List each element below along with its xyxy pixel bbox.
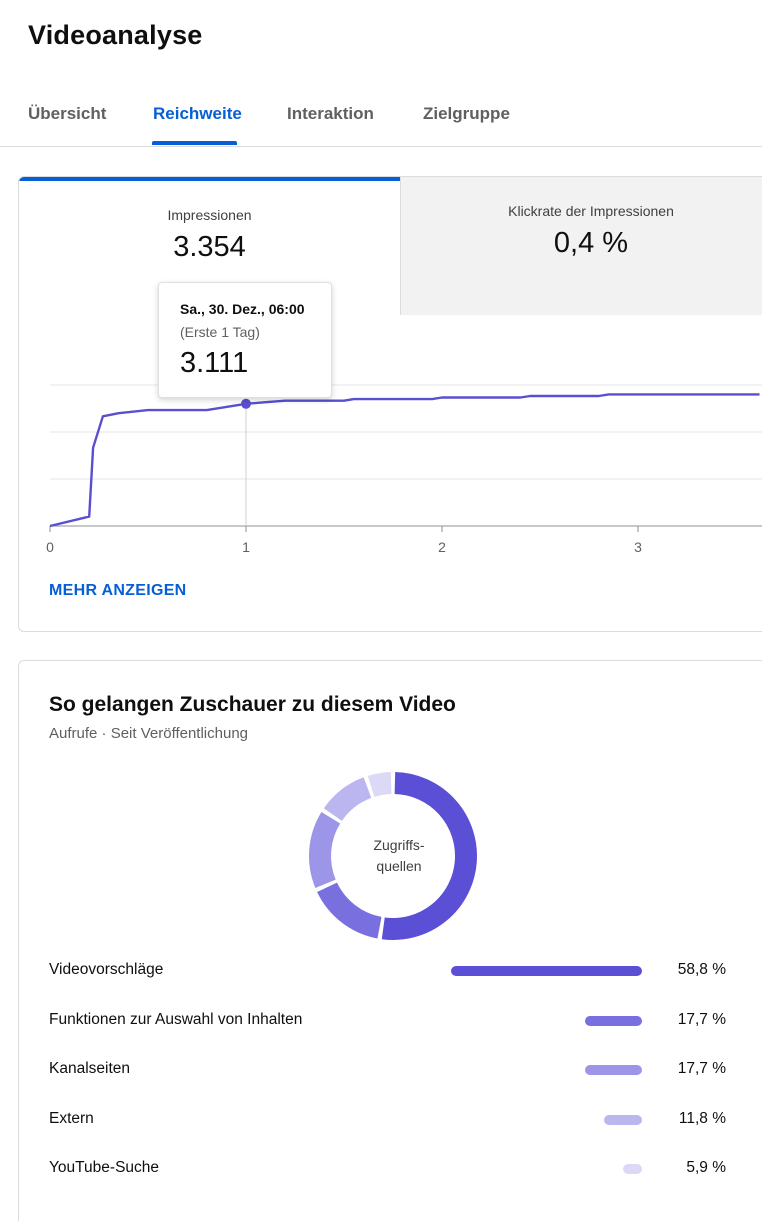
tab-engagement[interactable]: Interaktion bbox=[287, 104, 374, 123]
traffic-sources-card: So gelangen Zuschauer zu diesem Video Au… bbox=[18, 660, 762, 1221]
traffic-source-label: Videovorschläge bbox=[49, 961, 164, 978]
page-title: Videoanalyse bbox=[28, 20, 203, 50]
x-tick-label: 3 bbox=[634, 539, 642, 555]
donut-slice bbox=[323, 777, 372, 822]
traffic-source-row[interactable]: Extern 11,8 % bbox=[49, 1108, 739, 1134]
x-tick-label: 1 bbox=[242, 539, 250, 555]
donut-slice bbox=[309, 812, 341, 888]
donut-slice bbox=[317, 882, 382, 939]
x-tick-label: 2 bbox=[438, 539, 446, 555]
impressions-line-chart[interactable]: 0 1 2 3 bbox=[19, 177, 762, 631]
donut-center-line-2: quellen bbox=[376, 858, 422, 874]
donut-slice bbox=[367, 772, 392, 797]
tooltip-period: (Erste 1 Tag) bbox=[180, 324, 260, 340]
tab-audience[interactable]: Zielgruppe bbox=[423, 104, 510, 123]
section-title: So gelangen Zuschauer zu diesem Video bbox=[49, 693, 456, 716]
traffic-source-bar bbox=[584, 1065, 642, 1075]
x-tick-label: 0 bbox=[46, 539, 54, 555]
traffic-source-row[interactable]: YouTube-Suche 5,9 % bbox=[49, 1157, 739, 1183]
traffic-source-percent: 17,7 % bbox=[677, 1010, 726, 1028]
show-more-link[interactable]: MEHR ANZEIGEN bbox=[49, 582, 187, 599]
traffic-source-label: Funktionen zur Auswahl von Inhalten bbox=[49, 1010, 303, 1028]
traffic-source-percent: 17,7 % bbox=[677, 1060, 726, 1077]
traffic-source-row[interactable]: Funktionen zur Auswahl von Inhalten 17,7 … bbox=[49, 1009, 739, 1035]
traffic-source-bar bbox=[584, 1015, 642, 1026]
metric-value: 0,4 % bbox=[553, 227, 629, 259]
active-tab-indicator bbox=[152, 141, 237, 145]
traffic-source-label: Extern bbox=[49, 1109, 94, 1127]
traffic-source-percent: 5,9 % bbox=[686, 1159, 726, 1176]
metric-label: Impressionen bbox=[167, 207, 252, 223]
metric-label: Klickrate der Impressionen bbox=[508, 203, 674, 219]
tab-bar: Übersicht Reichweite Interaktion Zielgru… bbox=[0, 86, 762, 147]
traffic-sources-donut-chart[interactable] bbox=[304, 767, 482, 945]
tab-reach[interactable]: Reichweite bbox=[153, 104, 242, 123]
hover-point bbox=[241, 398, 251, 409]
chart-tooltip: Sa., 30. Dez., 06:00 (Erste 1 Tag) 3.111 bbox=[158, 282, 332, 398]
tooltip-value: 3.111 bbox=[180, 347, 249, 379]
traffic-source-row[interactable]: Videovorschläge 58,8 % bbox=[49, 959, 739, 985]
metric-tab-ctr[interactable]: Klickrate der Impressionen 0,4 % bbox=[400, 177, 762, 315]
traffic-source-label: YouTube-Suche bbox=[49, 1159, 160, 1176]
section-subtitle: Aufrufe · Seit Veröffentlichung bbox=[49, 725, 249, 742]
tooltip-date: Sa., 30. Dez., 06:00 bbox=[180, 301, 305, 317]
traffic-source-percent: 11,8 % bbox=[678, 1109, 726, 1127]
traffic-source-bar bbox=[451, 966, 642, 976]
traffic-source-bar bbox=[622, 1164, 642, 1174]
traffic-source-percent: 58,8 % bbox=[677, 961, 726, 978]
donut-center-line-1: Zugriffs- bbox=[373, 837, 425, 853]
donut-center-label: Zugriffs- quellen bbox=[354, 835, 444, 877]
metric-value: 3.354 bbox=[173, 231, 246, 263]
donut-slice bbox=[381, 772, 477, 940]
impressions-series-line bbox=[49, 393, 760, 528]
traffic-source-row[interactable]: Kanalseiten 17,7 % bbox=[49, 1058, 739, 1084]
traffic-source-label: Kanalseiten bbox=[49, 1060, 131, 1077]
traffic-source-bar bbox=[603, 1114, 642, 1125]
tab-overview[interactable]: Übersicht bbox=[28, 104, 107, 123]
reach-chart-card: Impressionen 3.354 Klickrate der Impress… bbox=[18, 176, 762, 632]
